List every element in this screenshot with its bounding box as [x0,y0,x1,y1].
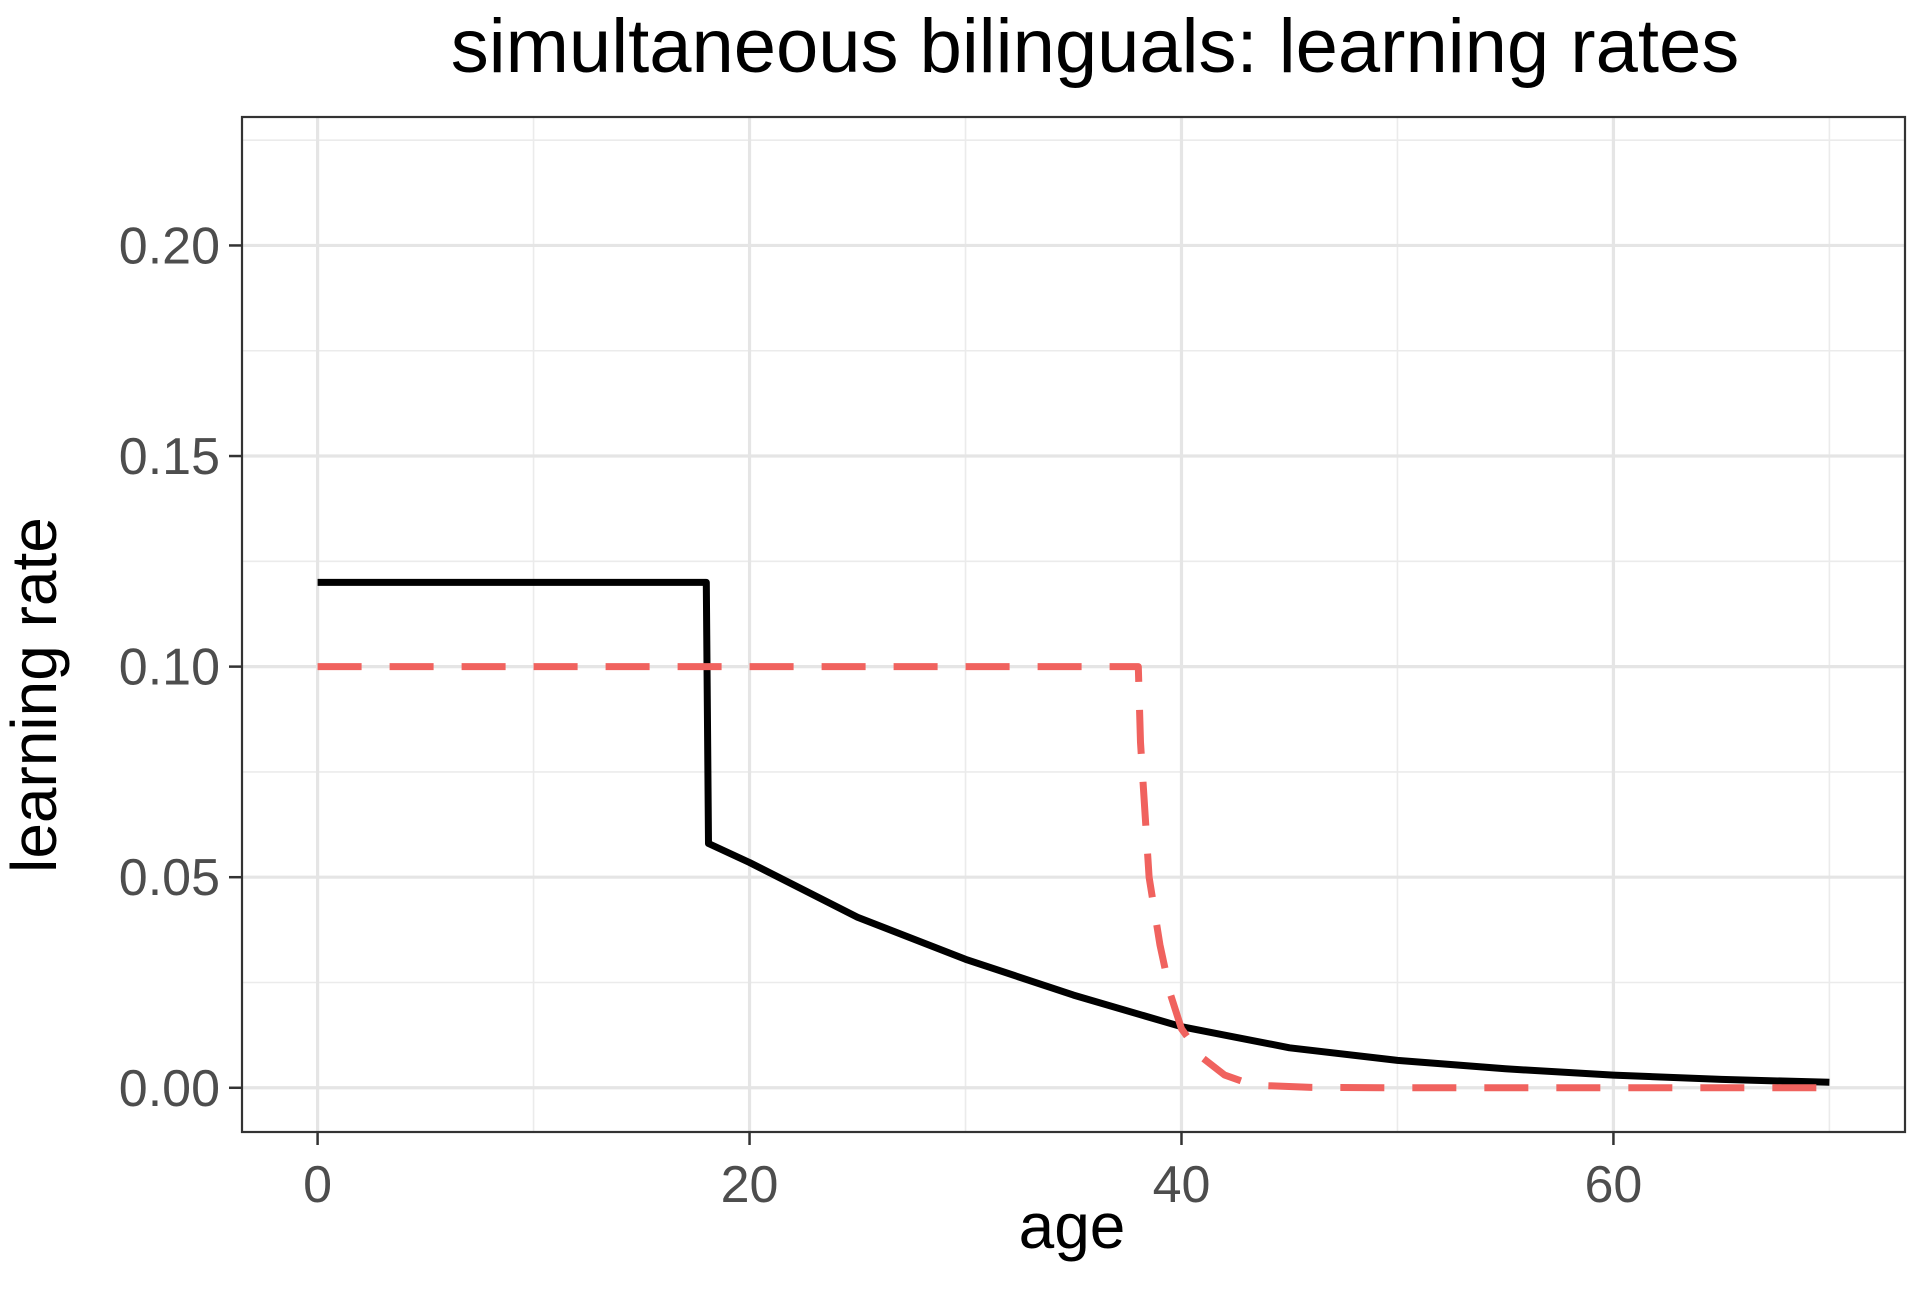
minor-gridlines [242,117,1905,1132]
plot-area [242,117,1905,1132]
x-tick-label: 0 [303,1156,332,1214]
y-tick-label: 0.10 [119,639,220,697]
panel-border [240,115,1907,1134]
x-axis-ticks: 0 20 40 60 [303,1132,1642,1214]
x-tick-label: 60 [1585,1156,1643,1214]
y-tick-label: 0.15 [119,428,220,486]
x-tick-label: 20 [721,1156,779,1214]
y-axis-title: learning rate [0,517,70,873]
panel-border-rect [240,115,1907,1134]
series-line-1 [317,578,1830,1086]
x-axis-title: age [1019,1190,1126,1262]
y-tick-label: 0.20 [119,217,220,275]
chart-title: simultaneous bilinguals: learning rates [451,4,1740,89]
x-tick-label: 40 [1153,1156,1211,1214]
series-layer [317,578,1830,1092]
series-line-2 [317,663,1830,1092]
y-tick-label: 0.05 [119,849,220,907]
major-gridlines [242,117,1905,1132]
y-tick-label: 0.00 [119,1060,220,1118]
y-axis-ticks: 0.00 0.05 0.10 0.15 0.20 [119,217,242,1118]
plot-background [242,117,1905,1132]
